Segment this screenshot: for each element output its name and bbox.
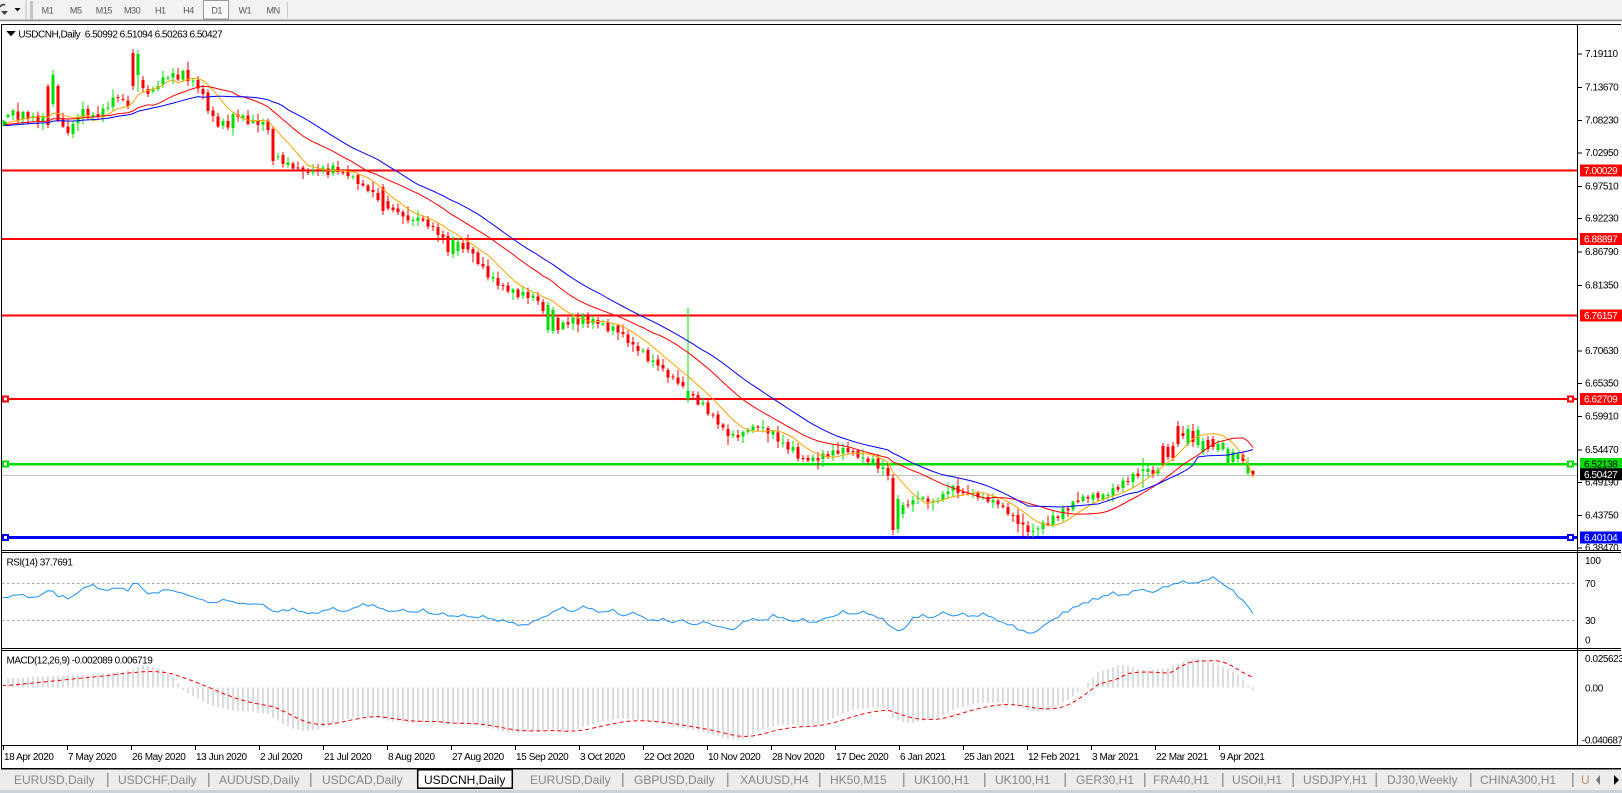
svg-text:17 Dec 2020: 17 Dec 2020 <box>836 752 889 763</box>
svg-text:6 Jan 2021: 6 Jan 2021 <box>900 752 946 763</box>
svg-text:0.025623: 0.025623 <box>1585 654 1622 665</box>
svg-text:15 Sep 2020: 15 Sep 2020 <box>516 752 569 763</box>
svg-text:EURUSD,Daily: EURUSD,Daily <box>530 773 611 787</box>
svg-text:28 Nov 2020: 28 Nov 2020 <box>772 752 825 763</box>
svg-text:26 May 2020: 26 May 2020 <box>132 752 186 763</box>
svg-text:6.54470: 6.54470 <box>1585 445 1619 456</box>
svg-text:UK100,H1: UK100,H1 <box>995 773 1051 787</box>
svg-text:9 Apr 2021: 9 Apr 2021 <box>1220 752 1265 763</box>
svg-text:XAUUSD,H4: XAUUSD,H4 <box>740 773 809 787</box>
svg-text:100: 100 <box>1585 556 1601 567</box>
svg-text:USDCHF,Daily: USDCHF,Daily <box>118 773 197 787</box>
svg-text:H1: H1 <box>155 6 166 16</box>
svg-text:CHINA300,H1: CHINA300,H1 <box>1480 773 1556 787</box>
svg-text:18 Apr 2020: 18 Apr 2020 <box>4 752 54 763</box>
svg-text:MN: MN <box>266 6 279 16</box>
svg-text:M5: M5 <box>70 6 82 16</box>
svg-text:6.70630: 6.70630 <box>1585 346 1619 357</box>
svg-text:MACD(12,26,9) -0.002089 0.0067: MACD(12,26,9) -0.002089 0.006719 <box>7 656 154 667</box>
svg-text:13 Jun 2020: 13 Jun 2020 <box>196 752 247 763</box>
svg-text:6.86790: 6.86790 <box>1585 247 1619 258</box>
svg-text:GBPUSD,Daily: GBPUSD,Daily <box>634 773 715 787</box>
svg-text:27 Aug 2020: 27 Aug 2020 <box>452 752 505 763</box>
svg-text:6.38470: 6.38470 <box>1585 543 1619 554</box>
svg-text:6.52138: 6.52138 <box>1584 460 1618 471</box>
svg-text:3 Oct 2020: 3 Oct 2020 <box>580 752 626 763</box>
svg-text:6.97510: 6.97510 <box>1585 181 1619 192</box>
svg-text:U: U <box>1581 773 1590 787</box>
svg-text:30: 30 <box>1585 616 1596 627</box>
svg-text:M30: M30 <box>124 6 141 16</box>
svg-text:21 Jul 2020: 21 Jul 2020 <box>324 752 372 763</box>
svg-text:6.65350: 6.65350 <box>1585 378 1619 389</box>
svg-text:FRA40,H1: FRA40,H1 <box>1153 773 1209 787</box>
svg-text:3 Mar 2021: 3 Mar 2021 <box>1092 752 1139 763</box>
svg-text:2 Jul 2020: 2 Jul 2020 <box>260 752 303 763</box>
svg-text:6.49190: 6.49190 <box>1585 477 1619 488</box>
svg-text:6.92230: 6.92230 <box>1585 214 1619 225</box>
svg-text:0.00: 0.00 <box>1585 684 1604 695</box>
svg-text:10 Nov 2020: 10 Nov 2020 <box>708 752 761 763</box>
svg-text:70: 70 <box>1585 579 1596 590</box>
svg-text:AUDUSD,Daily: AUDUSD,Daily <box>219 773 300 787</box>
svg-text:7.08230: 7.08230 <box>1585 116 1619 127</box>
svg-text:DJ30,Weekly: DJ30,Weekly <box>1387 773 1457 787</box>
svg-text:8 Aug 2020: 8 Aug 2020 <box>388 752 435 763</box>
svg-text:USDJPY,H1: USDJPY,H1 <box>1303 773 1368 787</box>
svg-text:M15: M15 <box>96 6 113 16</box>
svg-text:6.43750: 6.43750 <box>1585 511 1619 522</box>
svg-text:USDCNH,Daily 6.50992 6.51094: USDCNH,Daily 6.50992 6.51094 6.50263 6.5… <box>18 29 223 40</box>
svg-text:22 Mar 2021: 22 Mar 2021 <box>1156 752 1209 763</box>
svg-text:0: 0 <box>1585 636 1591 647</box>
svg-text:RSI(14) 37.7691: RSI(14) 37.7691 <box>7 558 74 569</box>
svg-text:22 Oct 2020: 22 Oct 2020 <box>644 752 695 763</box>
svg-text:UK100,H1: UK100,H1 <box>914 773 970 787</box>
svg-text:6.62709: 6.62709 <box>1584 395 1618 406</box>
svg-text:GER30,H1: GER30,H1 <box>1076 773 1134 787</box>
svg-text:USDCAD,Daily: USDCAD,Daily <box>322 773 403 787</box>
svg-text:7.13670: 7.13670 <box>1585 82 1619 93</box>
svg-text:7.00029: 7.00029 <box>1584 166 1618 177</box>
svg-text:EURUSD,Daily: EURUSD,Daily <box>14 773 95 787</box>
svg-text:6.40104: 6.40104 <box>1584 533 1618 544</box>
svg-text:M1: M1 <box>42 6 54 16</box>
svg-text:6.76157: 6.76157 <box>1584 311 1618 322</box>
svg-text:7.19110: 7.19110 <box>1585 49 1618 60</box>
svg-text:6.50427: 6.50427 <box>1584 470 1618 481</box>
svg-text:USDCNH,Daily: USDCNH,Daily <box>424 773 505 787</box>
svg-text:6.81350: 6.81350 <box>1585 280 1619 291</box>
svg-text:7 May 2020: 7 May 2020 <box>68 752 117 763</box>
svg-text:HK50,M15: HK50,M15 <box>830 773 887 787</box>
svg-text:D1: D1 <box>211 6 222 16</box>
svg-text:W1: W1 <box>239 6 252 16</box>
svg-text:7.02950: 7.02950 <box>1585 148 1619 159</box>
svg-text:USOil,H1: USOil,H1 <box>1232 773 1282 787</box>
svg-text:12 Feb 2021: 12 Feb 2021 <box>1028 752 1081 763</box>
svg-text:H4: H4 <box>183 6 194 16</box>
svg-text:6.59910: 6.59910 <box>1585 412 1619 423</box>
svg-text:25 Jan 2021: 25 Jan 2021 <box>964 752 1015 763</box>
svg-text:6.88897: 6.88897 <box>1584 235 1618 246</box>
svg-text:-0.040687: -0.040687 <box>1582 736 1622 747</box>
